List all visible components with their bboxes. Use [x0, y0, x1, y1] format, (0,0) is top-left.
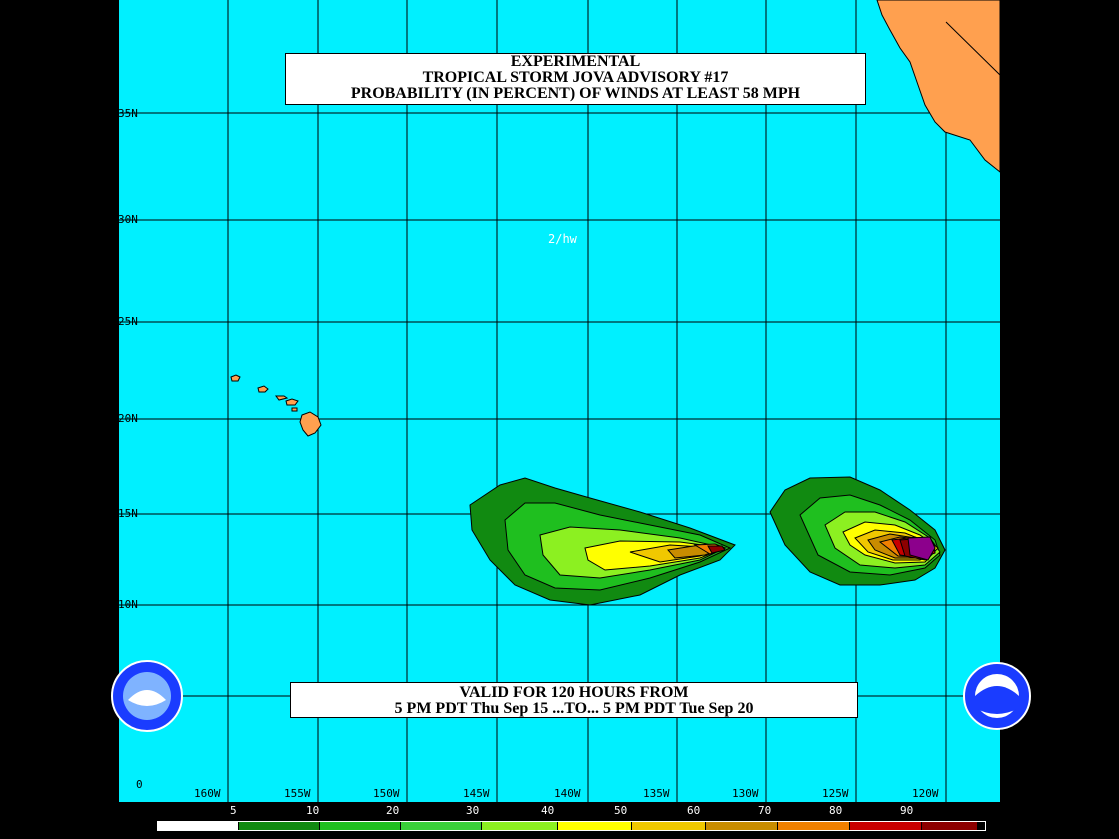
legend-swatch [158, 822, 239, 830]
lat-label: 20N [118, 412, 138, 425]
legend-swatch [320, 822, 401, 830]
legend-swatch [239, 822, 320, 830]
lat-label: 0 [136, 778, 143, 791]
california-landmass [876, 0, 1001, 174]
lon-label: 140W [554, 787, 581, 800]
lon-label: 130W [732, 787, 759, 800]
lon-label: 120W [912, 787, 939, 800]
nws-logo [111, 660, 183, 732]
valid-period-box: VALID FOR 120 HOURS FROM 5 PM PDT Thu Se… [290, 682, 858, 718]
lon-label: 145W [463, 787, 490, 800]
legend-label: 80 [829, 804, 843, 817]
author-note: 2/hw [548, 232, 577, 246]
legend-label: 5 [230, 804, 237, 817]
legend-label: 30 [466, 804, 480, 817]
lon-label: 135W [643, 787, 670, 800]
lon-label: 160W [194, 787, 221, 800]
valid-line-1: VALID FOR 120 HOURS FROM [459, 684, 689, 701]
legend-label: 70 [758, 804, 772, 817]
lon-label: 155W [284, 787, 311, 800]
storm-east-contours [769, 476, 946, 586]
legend-label: 20 [386, 804, 400, 817]
legend-label: 90 [900, 804, 914, 817]
state-border [945, 21, 1001, 76]
legend-color-bar [157, 821, 986, 831]
valid-line-2: 5 PM PDT Thu Sep 15 ...TO... 5 PM PDT Tu… [394, 700, 754, 717]
lat-label: 10N [118, 598, 138, 611]
lat-label: 35N [118, 107, 138, 120]
lat-label: 25N [118, 315, 138, 328]
lon-label: 125W [822, 787, 849, 800]
storm-west-contours [469, 477, 736, 606]
noaa-logo [963, 662, 1031, 730]
legend-swatch [482, 822, 558, 830]
lon-label: 150W [373, 787, 400, 800]
legend-swatch [558, 822, 632, 830]
longitude-grid [227, 0, 947, 802]
title-line-3: PROBABILITY (IN PERCENT) OF WINDS AT LEA… [350, 85, 801, 102]
legend-swatch [632, 822, 706, 830]
legend-label: 10 [306, 804, 320, 817]
title-line-2: TROPICAL STORM JOVA ADVISORY #17 [422, 69, 729, 86]
legend-swatch [922, 822, 978, 830]
title-line-1: EXPERIMENTAL [510, 53, 641, 70]
lat-label: 15N [118, 507, 138, 520]
hawaiian-islands [230, 374, 322, 437]
legend-swatch [401, 822, 482, 830]
legend-swatch [778, 822, 850, 830]
legend-label: 60 [687, 804, 701, 817]
map-title: EXPERIMENTAL TROPICAL STORM JOVA ADVISOR… [285, 53, 866, 105]
legend-swatch [850, 822, 922, 830]
legend-swatch [706, 822, 778, 830]
lat-label: 30N [118, 213, 138, 226]
legend-label: 50 [614, 804, 628, 817]
ocean [119, 0, 1000, 802]
legend-label: 40 [541, 804, 555, 817]
